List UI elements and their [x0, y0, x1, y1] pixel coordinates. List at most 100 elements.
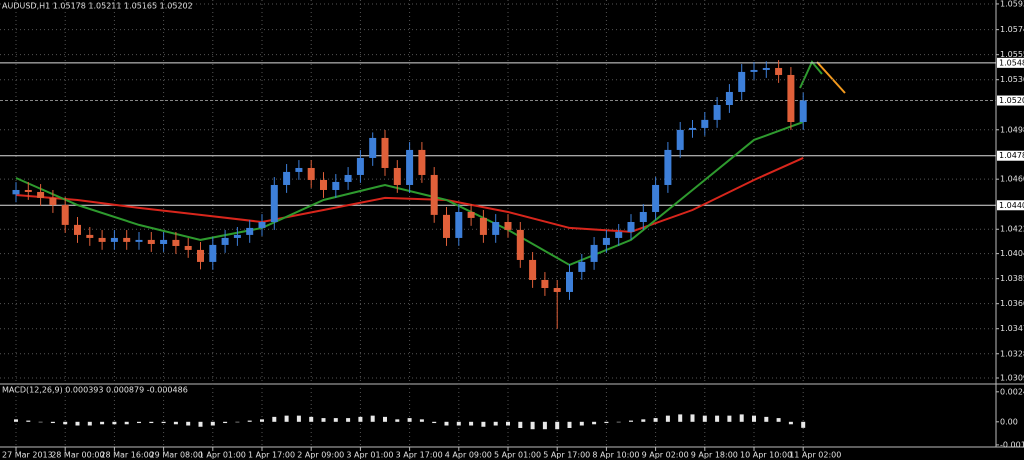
- candle-body: [602, 237, 610, 245]
- candle-body: [209, 244, 217, 262]
- candle-body: [258, 222, 266, 228]
- candle-body: [504, 222, 512, 230]
- indicator-bar: [542, 421, 547, 430]
- indicator-bar: [469, 421, 474, 426]
- chart-title: AUDUSD,H1 1.05178 1.05211 1.05165 1.0520…: [2, 2, 193, 11]
- candle-body: [467, 211, 475, 218]
- candle-body: [516, 229, 524, 260]
- indicator-bar: [50, 421, 55, 424]
- moving-average: [15, 121, 804, 267]
- indicator-bar: [333, 418, 338, 422]
- candle-body: [652, 184, 660, 212]
- candle-body: [701, 119, 709, 128]
- indicator-bar: [38, 421, 43, 423]
- indicator-bar: [370, 415, 375, 422]
- level-label: 1.05202: [999, 96, 1024, 105]
- candle-body: [37, 191, 45, 198]
- indicator-bar: [764, 416, 769, 422]
- indicator-bar: [137, 421, 141, 424]
- candle-body: [566, 271, 573, 292]
- indicator-bar: [776, 418, 781, 422]
- indicator-bar: [629, 420, 633, 422]
- indicator-bar: [358, 416, 363, 422]
- candle-body: [369, 137, 377, 158]
- indicator-bar: [456, 421, 461, 426]
- candle-body: [172, 239, 180, 246]
- x-tick-label: 8 Apr 10:00: [592, 451, 639, 460]
- level-label: 1.04783: [999, 151, 1024, 160]
- indicator-bar: [395, 419, 400, 422]
- candle-body: [799, 100, 807, 123]
- indicator-bar: [161, 421, 166, 424]
- candle-body: [406, 149, 414, 185]
- indicator-bar: [690, 414, 695, 422]
- y-tick-label: 1.04605: [1000, 175, 1024, 184]
- level-label-box: [997, 95, 1024, 106]
- moving-average: [15, 157, 804, 233]
- indicator-tick-label: 0.00243: [1000, 387, 1024, 396]
- indicator-bar: [284, 415, 289, 422]
- indicator-bar: [112, 421, 117, 425]
- candle-body: [86, 234, 94, 238]
- y-tick-label: 1.03470: [1000, 324, 1024, 333]
- x-tick-label: 1 Apr 17:00: [248, 451, 295, 460]
- candle-body: [479, 217, 487, 235]
- x-tick-label: 10 Apr 10:00: [740, 451, 792, 460]
- level-label-box: [997, 57, 1024, 68]
- y-tick-label: 1.04980: [1000, 125, 1024, 134]
- candle-body: [664, 149, 672, 185]
- indicator-bar: [432, 421, 437, 424]
- candle-body: [615, 231, 623, 238]
- indicator-bar: [481, 421, 486, 427]
- indicator-bar: [506, 421, 510, 426]
- candle-body: [590, 244, 598, 262]
- candle-body: [160, 239, 168, 245]
- candle-body: [775, 67, 783, 75]
- indicator-bar: [247, 420, 252, 422]
- candle-body: [430, 174, 438, 215]
- indicator-bar: [801, 421, 806, 428]
- y-tick-label: 1.03850: [1000, 274, 1024, 283]
- candle-body: [393, 167, 401, 185]
- candle-body: [61, 205, 69, 225]
- indicator-bar: [124, 421, 129, 425]
- candle-body: [270, 184, 278, 223]
- candle-body: [246, 227, 254, 235]
- orange-arrow: [816, 61, 846, 94]
- x-tick-label: 5 Apr 01:00: [494, 451, 541, 460]
- candle-body: [787, 74, 795, 123]
- indicator-bar: [555, 421, 560, 430]
- x-tick-label: 11 Apr 02:00: [789, 451, 841, 460]
- indicator-bar: [173, 421, 178, 425]
- indicator-bar: [296, 415, 301, 422]
- candle-body: [713, 105, 721, 120]
- candle-body: [627, 222, 635, 232]
- candle-body: [639, 211, 647, 223]
- candle-body: [529, 259, 537, 280]
- y-tick-label: 1.05360: [1000, 75, 1024, 84]
- candle-body: [492, 222, 500, 235]
- x-tick-label: 9 Apr 02:00: [642, 451, 689, 460]
- candle-body: [541, 279, 549, 289]
- candle-body: [443, 214, 450, 238]
- y-tick-label: 1.05550: [1000, 50, 1024, 59]
- candle-body: [750, 69, 758, 72]
- candle-body: [184, 245, 192, 250]
- indicator-bar: [14, 419, 18, 422]
- candle-body: [24, 189, 32, 192]
- indicator-bar: [665, 415, 670, 422]
- indicator-bar: [383, 416, 387, 422]
- x-tick-label: 4 Apr 09:00: [445, 451, 492, 460]
- candle-body: [578, 261, 586, 272]
- indicator-bar: [186, 421, 191, 426]
- indicator-bar: [641, 419, 646, 422]
- candle-body: [725, 91, 733, 106]
- level-label: 1.04407: [999, 201, 1024, 210]
- level-label: 1.05488: [999, 58, 1024, 67]
- candle-body: [74, 224, 81, 235]
- level-label-box: [997, 150, 1024, 161]
- x-tick-label: 3 Apr 17:00: [396, 451, 443, 460]
